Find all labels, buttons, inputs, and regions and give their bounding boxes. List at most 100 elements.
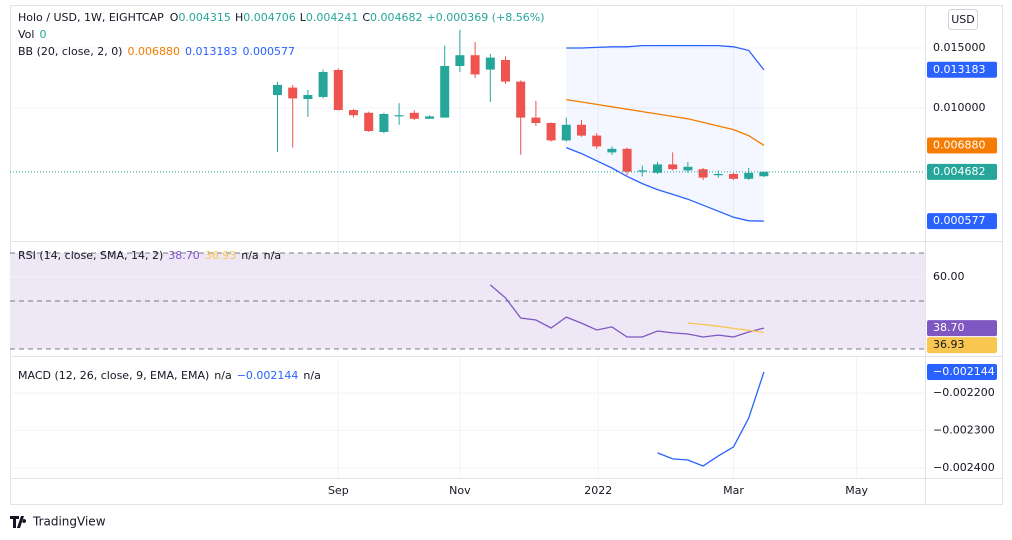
candle-body <box>288 87 298 99</box>
macd-title: MACD (12, 26, close, 9, EMA, EMA) <box>18 369 209 382</box>
field-letter: C <box>362 11 370 24</box>
vol-label: Vol <box>18 28 34 41</box>
candle-body <box>500 59 510 82</box>
candle-body <box>546 123 556 141</box>
candle-body <box>440 65 450 118</box>
candle-body <box>637 170 647 172</box>
x-tick-label: 2022 <box>584 484 612 497</box>
macd-legend: MACD (12, 26, close, 9, EMA, EMA) n/a −0.0… <box>18 369 321 382</box>
candle-body <box>698 169 708 178</box>
price-badge <box>927 163 997 180</box>
indicator-line <box>566 146 764 222</box>
rsi-title: RSI (14, close, SMA, 14, 2) <box>18 249 163 262</box>
indicator-line <box>657 371 765 467</box>
na: n/a <box>303 369 320 382</box>
legend-line: Holo / USD, 1W, EIGHTCAP O0.004315 H0.0047… <box>18 11 545 24</box>
brand-name: TradingView <box>32 515 106 529</box>
candle-body <box>561 124 571 141</box>
field-letter: H <box>235 11 243 24</box>
candle-body <box>607 148 617 153</box>
candle-body <box>455 55 465 66</box>
y-tick-label: 0.010000 <box>933 101 986 114</box>
currency-label[interactable]: USD <box>951 13 975 26</box>
low-label: 0.004241 <box>306 11 359 24</box>
price-badge <box>927 337 997 354</box>
candle-body <box>576 124 586 136</box>
y-tick-label: 0.015000 <box>933 41 986 54</box>
candle-body <box>728 174 738 179</box>
indicator-line <box>566 44 765 71</box>
brand-logo: TradingView <box>10 515 106 529</box>
x-tick-label: May <box>845 484 868 497</box>
y-tick-label: 60.00 <box>933 270 965 283</box>
candle-body <box>318 71 328 97</box>
candle-body <box>470 55 480 75</box>
price-badge-label: 0.006880 <box>933 138 986 151</box>
candle-body <box>394 115 404 117</box>
candle-body <box>273 84 283 96</box>
close-label: 0.004682 <box>370 11 423 24</box>
x-tick-label: Mar <box>723 484 744 497</box>
macd-value: −0.002144 <box>237 369 299 382</box>
candle-body <box>516 81 526 118</box>
price-badge <box>927 363 997 380</box>
y-tick-label: −0.002400 <box>933 461 995 474</box>
indicator-line <box>489 284 765 338</box>
candle-body <box>668 164 678 170</box>
bb-middle: 0.006880 <box>127 45 180 58</box>
field-letter: L <box>300 11 307 24</box>
candle-body <box>333 69 343 111</box>
candle-body <box>622 148 632 172</box>
price-badge <box>927 137 997 154</box>
currency-button[interactable] <box>948 9 978 30</box>
price-badge <box>927 213 997 230</box>
price-badge-label: −0.002144 <box>933 365 995 378</box>
candle-body <box>592 135 602 147</box>
price-badge-label: 0.000577 <box>933 214 986 227</box>
candle-body <box>409 112 419 119</box>
x-tick-label: Nov <box>449 484 471 497</box>
bb-upper: 0.013183 <box>185 45 238 58</box>
rsi-legend: RSI (14, close, SMA, 14, 2) 38.70 36.93 n/a… <box>18 249 281 262</box>
bb-legend: BB (20, close, 2, 0) 0.006880 0.013183 0.00… <box>18 45 295 58</box>
price-badge-label: 0.013183 <box>933 63 986 76</box>
indicator-line <box>687 322 764 334</box>
field-letter: O <box>170 11 179 24</box>
na: n/a <box>241 249 258 262</box>
candle-body <box>652 164 662 173</box>
candle-body <box>531 117 541 123</box>
price-badge-label: 38.70 <box>933 321 965 334</box>
na: n/a <box>264 249 281 262</box>
symbol: Holo / USD, 1W, EIGHTCAP <box>18 11 164 24</box>
candle-body <box>364 112 374 132</box>
rsi-band <box>10 252 925 349</box>
candle-body <box>349 110 359 116</box>
candle-body <box>713 174 723 176</box>
candle-body <box>303 95 313 99</box>
labels: Holo / USD, 1W, EIGHTCAP O0.004315 H0.0047… <box>10 9 978 529</box>
candle-body <box>379 113 389 133</box>
rsi-sma-value: 36.93 <box>205 249 237 262</box>
y-tick-label: −0.002300 <box>933 423 995 436</box>
y-tick-label: −0.002200 <box>933 386 995 399</box>
open-label: 0.004315 <box>178 11 231 24</box>
candle-body <box>759 171 769 177</box>
vol-value: 0 <box>39 28 46 41</box>
indicator-line <box>566 98 765 146</box>
bollinger-band-fill <box>566 45 764 222</box>
candle-body <box>425 116 435 119</box>
price-badge-label: 36.93 <box>933 338 965 351</box>
plot-area: Sep Nov 2022 Mar May 0.015000 0.010000 0.013183… <box>10 5 997 497</box>
price-badge-label: 0.004682 <box>933 165 986 178</box>
price-badge <box>927 320 997 337</box>
candle-body <box>744 172 754 179</box>
change-label: +0.000369 (+8.56%) <box>427 11 545 24</box>
candle-body <box>683 166 693 171</box>
candle-body <box>485 57 495 70</box>
price-badge <box>927 61 997 78</box>
bb-title: BB (20, close, 2, 0) <box>18 45 122 58</box>
rsi-value: 38.70 <box>168 249 200 262</box>
bb-lower: 0.000577 <box>242 45 295 58</box>
na: n/a <box>214 369 231 382</box>
